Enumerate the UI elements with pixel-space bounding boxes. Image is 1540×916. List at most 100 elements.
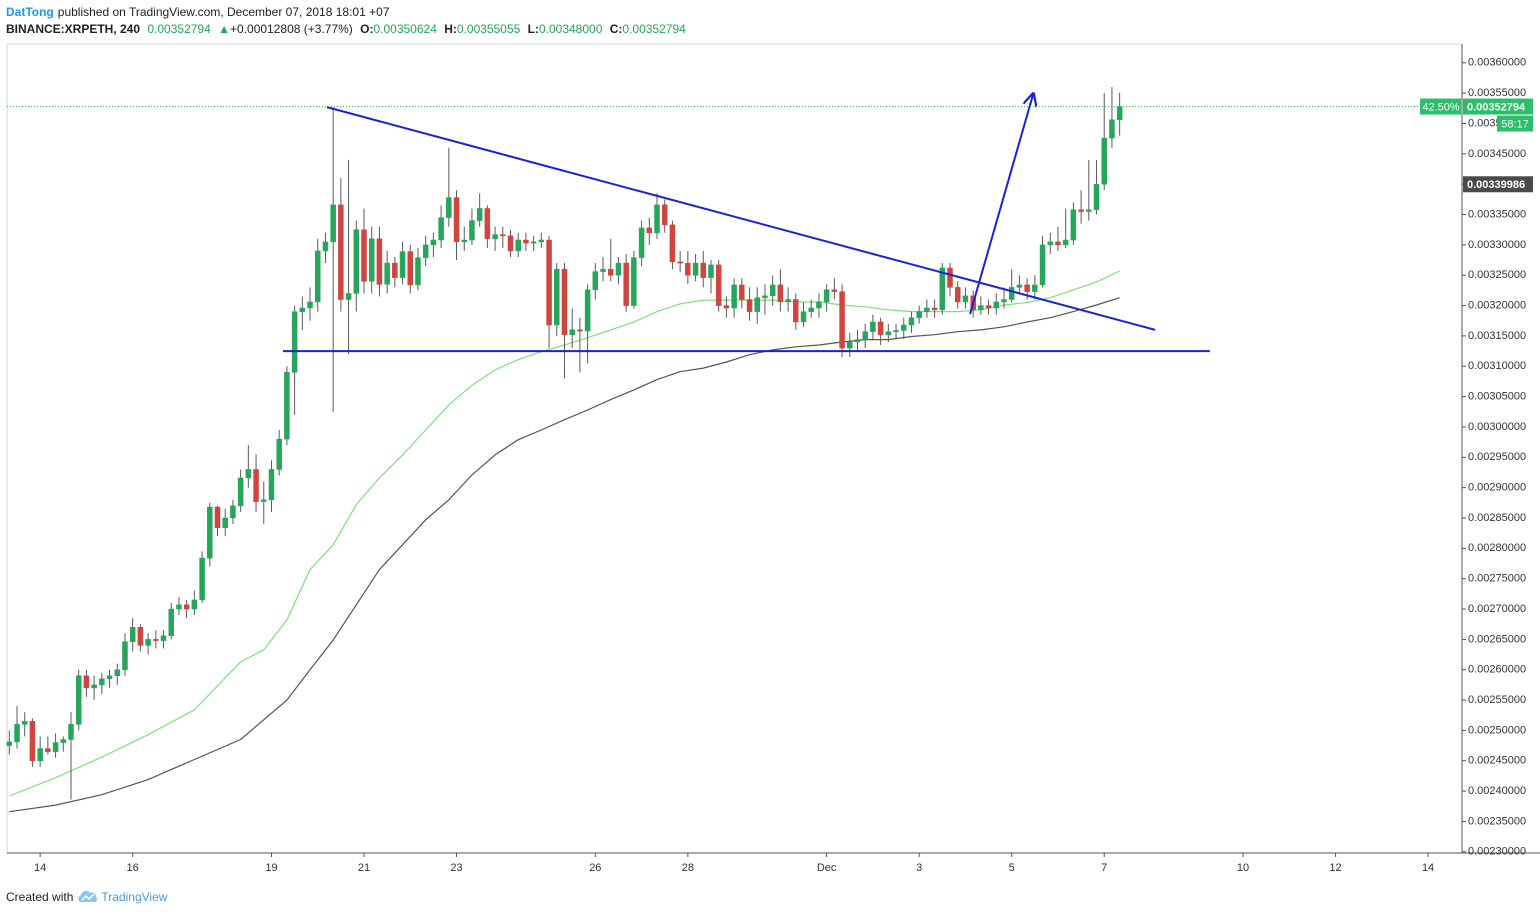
- x-tick-label: Dec: [817, 862, 837, 874]
- candle-body: [14, 724, 20, 743]
- candle-body: [222, 517, 228, 528]
- candle-body: [654, 204, 660, 233]
- candle-body: [1093, 183, 1100, 210]
- symbol: BINANCE:XRPETH, 240: [6, 22, 141, 36]
- candle-body: [854, 339, 861, 343]
- candle-body: [392, 262, 398, 278]
- candle-body: [554, 268, 560, 326]
- candle-body: [954, 287, 961, 303]
- price-tag: [1463, 98, 1533, 115]
- candle-body: [461, 239, 467, 243]
- candle-body: [1047, 241, 1054, 246]
- candle-body: [168, 608, 174, 636]
- candle-body: [384, 262, 390, 285]
- candle-body: [353, 229, 360, 294]
- candle-body: [677, 261, 683, 264]
- candle-body: [307, 301, 313, 309]
- candle-body: [1001, 299, 1007, 303]
- candle-body: [407, 251, 414, 286]
- candle-body: [962, 295, 969, 303]
- candle-body: [68, 724, 74, 740]
- candle-body: [1032, 284, 1038, 292]
- candle-body: [245, 469, 252, 479]
- candle-body: [661, 204, 668, 226]
- candle-body: [45, 748, 51, 752]
- candle-body: [21, 721, 28, 725]
- logo-cloud: [78, 890, 98, 902]
- x-tick-label: 14: [1422, 862, 1434, 874]
- candle-body: [600, 268, 606, 272]
- created-with: Created with: [6, 890, 74, 904]
- candle-body: [1109, 119, 1115, 139]
- y-tick-label: 0.00285000: [1468, 512, 1526, 524]
- brand[interactable]: TradingView: [101, 890, 168, 904]
- candle-body: [746, 299, 753, 312]
- ohlc-value: 0.00352794: [622, 22, 686, 36]
- candle-body: [492, 234, 498, 240]
- author[interactable]: DatTong: [6, 5, 54, 19]
- candle-body: [584, 289, 591, 332]
- candle-body: [1070, 209, 1077, 241]
- candle-body: [993, 301, 1000, 309]
- candle-body: [1055, 241, 1061, 246]
- candle-body: [37, 748, 43, 762]
- header: DatTong published on TradingView.com, Dec…: [6, 4, 686, 38]
- candle-body: [322, 241, 329, 252]
- countdown-tag: [1497, 115, 1533, 132]
- candle-body: [176, 604, 182, 610]
- candle-body: [268, 469, 275, 501]
- moving-average: [9, 270, 1120, 797]
- candle-body: [106, 675, 113, 680]
- candle-body: [299, 307, 306, 312]
- candle-body: [75, 675, 82, 725]
- candle-body: [507, 235, 514, 252]
- percent-tag: [1420, 98, 1461, 115]
- candle-body: [669, 224, 676, 263]
- candle-body: [368, 238, 375, 282]
- candle-body: [823, 289, 830, 303]
- candle-body: [816, 301, 822, 309]
- percent-tag-label: 42.50%: [1422, 101, 1460, 113]
- candle-body: [685, 262, 691, 276]
- candle-body: [900, 324, 907, 331]
- price-tag-label: 0.00352794: [1467, 101, 1526, 113]
- y-tick-label: 0.00295000: [1468, 451, 1526, 463]
- chart: 0.00230000 0.00235000 0.00240000 0.00245000…: [6, 43, 1540, 874]
- y-tick-label: 0.00290000: [1468, 482, 1526, 494]
- candle-body: [438, 217, 444, 241]
- candle-body: [52, 742, 59, 752]
- candle-body: [129, 626, 136, 643]
- candle-body: [523, 239, 529, 244]
- candle-body: [122, 641, 128, 670]
- x-tick-label: 19: [265, 862, 277, 874]
- y-tick-label: 0.00275000: [1468, 573, 1526, 585]
- countdown-label: 58:17: [1501, 118, 1529, 130]
- candle-body: [607, 268, 614, 276]
- candle-body: [1086, 209, 1092, 212]
- candle-body: [623, 262, 629, 306]
- candle-body: [592, 271, 599, 291]
- candle-body: [1016, 284, 1023, 288]
- candle-body: [731, 284, 737, 309]
- candle-body: [769, 284, 776, 297]
- candle-body: [777, 284, 784, 303]
- candle-body: [638, 227, 645, 258]
- y-tick-label: 0.00310000: [1468, 360, 1526, 372]
- x-tick-label: 16: [127, 862, 139, 874]
- change: +0.00012808 (+3.77%): [230, 22, 353, 36]
- y-tick-label: 0.00345000: [1468, 148, 1526, 160]
- x-tick-label: 3: [916, 862, 922, 874]
- x-tick-label: 28: [682, 862, 694, 874]
- y-tick-label: 0.00355000: [1468, 87, 1526, 99]
- candle-body: [137, 626, 144, 646]
- arrow: [969, 94, 1033, 315]
- candle-body: [253, 469, 259, 502]
- y-tick-label: 0.00335000: [1468, 208, 1526, 220]
- moving-average: [9, 297, 1120, 813]
- published: published on TradingView.com, December 0…: [57, 5, 390, 19]
- candle-body: [183, 604, 190, 610]
- price-tag-label: 0.00339986: [1467, 179, 1525, 191]
- candle-body: [399, 251, 406, 278]
- candle-body: [99, 678, 105, 686]
- y-tick-label: 0.00230000: [1468, 846, 1526, 858]
